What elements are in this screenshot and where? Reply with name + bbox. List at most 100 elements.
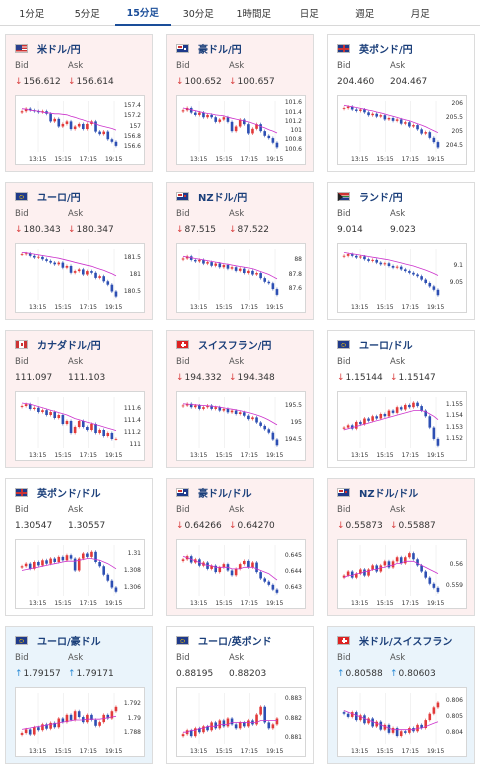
currency-card[interactable]: ランド/円 Bid Ask 9.014 9.023 9.1 9.05 13:15 15… [327, 182, 475, 320]
price-chart[interactable]: 0.806 0.805 0.804 13:15 15:15 17:15 19:15 [337, 687, 467, 757]
currency-card[interactable]: 豪ドル/円 Bid Ask ↓100.652 ↓100.657 101.6 101… [166, 34, 314, 172]
price-chart[interactable]: 0.645 0.644 0.643 13:15 15:15 17:15 19:15 [176, 539, 306, 609]
candle-body [222, 408, 226, 411]
candle-body [226, 117, 230, 122]
y-tick-label: 1.154 [445, 412, 463, 420]
candle-body [81, 123, 85, 130]
candle-body [230, 267, 234, 269]
price-chart[interactable]: 88 87.8 87.6 13:15 15:15 17:15 19:15 [176, 243, 306, 313]
bid-price: 194.332 [184, 373, 222, 383]
candle-body [259, 124, 262, 132]
candle-body [436, 438, 440, 446]
tab-2[interactable]: 15分足 [115, 0, 171, 26]
pair-title[interactable]: ユーロ/円 [15, 189, 81, 204]
tab-0[interactable]: 1分足 [19, 9, 45, 20]
pair-title[interactable]: NZドル/ドル [337, 485, 418, 500]
candle-body [193, 259, 197, 262]
pair-title[interactable]: ユーロ/ドル [337, 337, 413, 352]
candle-body [436, 142, 440, 148]
price-chart[interactable]: 206 205.5 205 204.5 13:15 15:15 17:15 19:15 [337, 95, 467, 165]
candle-body [98, 276, 101, 278]
arrow-up-icon: ↑ [337, 669, 345, 679]
x-tick-label: 13:15 [29, 304, 47, 311]
currency-card[interactable]: カナダドル/円 Bid Ask 111.097 111.103 111.6 111… [5, 330, 153, 468]
candle-body [238, 722, 242, 729]
pair-title[interactable]: ユーロ/英ポンド [176, 633, 272, 648]
pair-name: ユーロ/英ポンド [198, 636, 272, 648]
currency-card[interactable]: スイスフラン/円 Bid Ask ↓194.332 ↓194.348 195.5… [166, 330, 314, 468]
price-chart[interactable]: 111.6 111.4 111.2 111 13:15 15:15 17:15 19:15 [15, 391, 145, 461]
x-tick-label: 19:15 [105, 304, 123, 311]
pair-name: 豪ドル/ドル [198, 488, 252, 500]
y-tick-label: 1.152 [445, 434, 463, 442]
candle-body [432, 286, 436, 290]
price-chart[interactable]: 195.5 195 194.5 13:15 15:15 17:15 19:15 [176, 391, 306, 461]
tab-7[interactable]: 月足 [410, 9, 430, 20]
bid-label: Bid [15, 357, 29, 367]
pair-title[interactable]: NZドル/円 [176, 189, 247, 204]
x-tick-label: 13:15 [29, 748, 47, 755]
candle-body [371, 113, 374, 116]
candle-body [20, 566, 24, 568]
tab-1[interactable]: 5分足 [74, 9, 100, 20]
candle-body [379, 565, 383, 572]
arrow-down-icon: ↓ [390, 373, 398, 383]
arrow-down-icon: ↓ [176, 225, 184, 235]
candle-body [73, 558, 77, 571]
bid-value: 9.014 [337, 225, 363, 235]
currency-card[interactable]: NZドル/円 Bid Ask ↓87.515 ↓87.522 88 87.8 87.… [166, 182, 314, 320]
price-chart[interactable]: 0.883 0.882 0.881 13:15 15:15 17:15 19:15 [176, 687, 306, 757]
pair-title[interactable]: 米ドル/円 [15, 41, 81, 56]
y-tick-label: 100.6 [284, 145, 302, 153]
candle-body [110, 284, 114, 292]
candle-body [399, 266, 403, 270]
price-chart[interactable]: 101.6 101.4 101.2 101 100.8 100.6 13:15 15:15 17… [176, 95, 306, 165]
candle-body [420, 276, 423, 280]
pair-title[interactable]: ランド/円 [337, 189, 403, 204]
pair-title[interactable]: 豪ドル/円 [176, 41, 242, 56]
price-chart[interactable]: 1.155 1.154 1.153 1.152 13:15 15:15 17:15 19:15 [337, 391, 467, 461]
currency-card[interactable]: 米ドル/円 Bid Ask ↓156.612 ↓156.614 157.4 157… [5, 34, 153, 172]
candle-body [45, 724, 48, 729]
bid-price: 156.612 [23, 77, 61, 87]
currency-card[interactable]: NZドル/ドル Bid Ask ↓0.55873 ↓0.55887 0.56 0.… [327, 478, 475, 616]
x-tick-label: 15:15 [215, 600, 233, 607]
price-chart[interactable]: 1.31 1.308 1.306 13:15 15:15 17:15 19:15 [15, 539, 145, 609]
currency-card[interactable]: 英ポンド/円 Bid Ask 204.460 204.467 206 205.5 2… [327, 34, 475, 172]
price-chart[interactable]: 9.1 9.05 13:15 15:15 17:15 19:15 [337, 243, 467, 313]
candle-body [354, 255, 358, 258]
tab-3[interactable]: 30分足 [182, 9, 214, 20]
pair-title[interactable]: 英ポンド/ドル [15, 485, 101, 500]
price-chart[interactable]: 181.5 181 180.5 13:15 15:15 17:15 19:15 [15, 243, 145, 313]
candle-body [193, 112, 197, 115]
candle-body [114, 439, 118, 440]
tab-6[interactable]: 週足 [355, 9, 375, 20]
price-chart[interactable]: 157.4 157.2 157 156.8 156.6 13:15 15:15 17:15 19… [15, 95, 145, 165]
x-tick-label: 19:15 [427, 600, 445, 607]
candle-body [395, 119, 399, 121]
currency-card[interactable]: ユーロ/英ポンド Bid Ask 0.88195 0.88203 0.883 0.… [166, 626, 314, 764]
tab-5[interactable]: 日足 [299, 9, 319, 20]
bid-value: ↑1.79157 [15, 669, 61, 679]
tab-4[interactable]: 1時間足 [236, 9, 272, 20]
price-chart[interactable]: 0.56 0.559 13:15 15:15 17:15 19:15 [337, 539, 467, 609]
candle-body [391, 266, 395, 268]
currency-card[interactable]: 英ポンド/ドル Bid Ask 1.30547 1.30557 1.31 1.30… [5, 478, 153, 616]
pair-title[interactable]: 米ドル/スイスフラン [337, 633, 452, 648]
y-tick-label: 157.4 [123, 102, 141, 110]
ask-price: 1.15147 [398, 373, 436, 383]
price-chart[interactable]: 1.792 1.79 1.788 13:15 15:15 17:15 19:15 [15, 687, 145, 757]
x-tick-label: 15:15 [215, 748, 233, 755]
pair-title[interactable]: カナダドル/円 [15, 337, 101, 352]
currency-card[interactable]: ユーロ/ドル Bid Ask ↓1.15144 ↓1.15147 1.155 1.… [327, 330, 475, 468]
pair-title[interactable]: ユーロ/豪ドル [15, 633, 101, 648]
y-tick-label: 111.2 [123, 429, 141, 436]
currency-card[interactable]: ユーロ/豪ドル Bid Ask ↑1.79157 ↑1.79171 1.792 1… [5, 626, 153, 764]
candle-body [110, 433, 114, 439]
pair-title[interactable]: 英ポンド/円 [337, 41, 413, 56]
currency-card[interactable]: 豪ドル/ドル Bid Ask ↓0.64266 ↓0.64270 0.645 0.… [166, 478, 314, 616]
pair-title[interactable]: 豪ドル/ドル [176, 485, 252, 500]
currency-card[interactable]: ユーロ/円 Bid Ask ↓180.343 ↓180.347 181.5 181… [5, 182, 153, 320]
currency-card[interactable]: 米ドル/スイスフラン Bid Ask ↑0.80588 ↑0.80603 0.8… [327, 626, 475, 764]
pair-title[interactable]: スイスフラン/円 [176, 337, 271, 352]
